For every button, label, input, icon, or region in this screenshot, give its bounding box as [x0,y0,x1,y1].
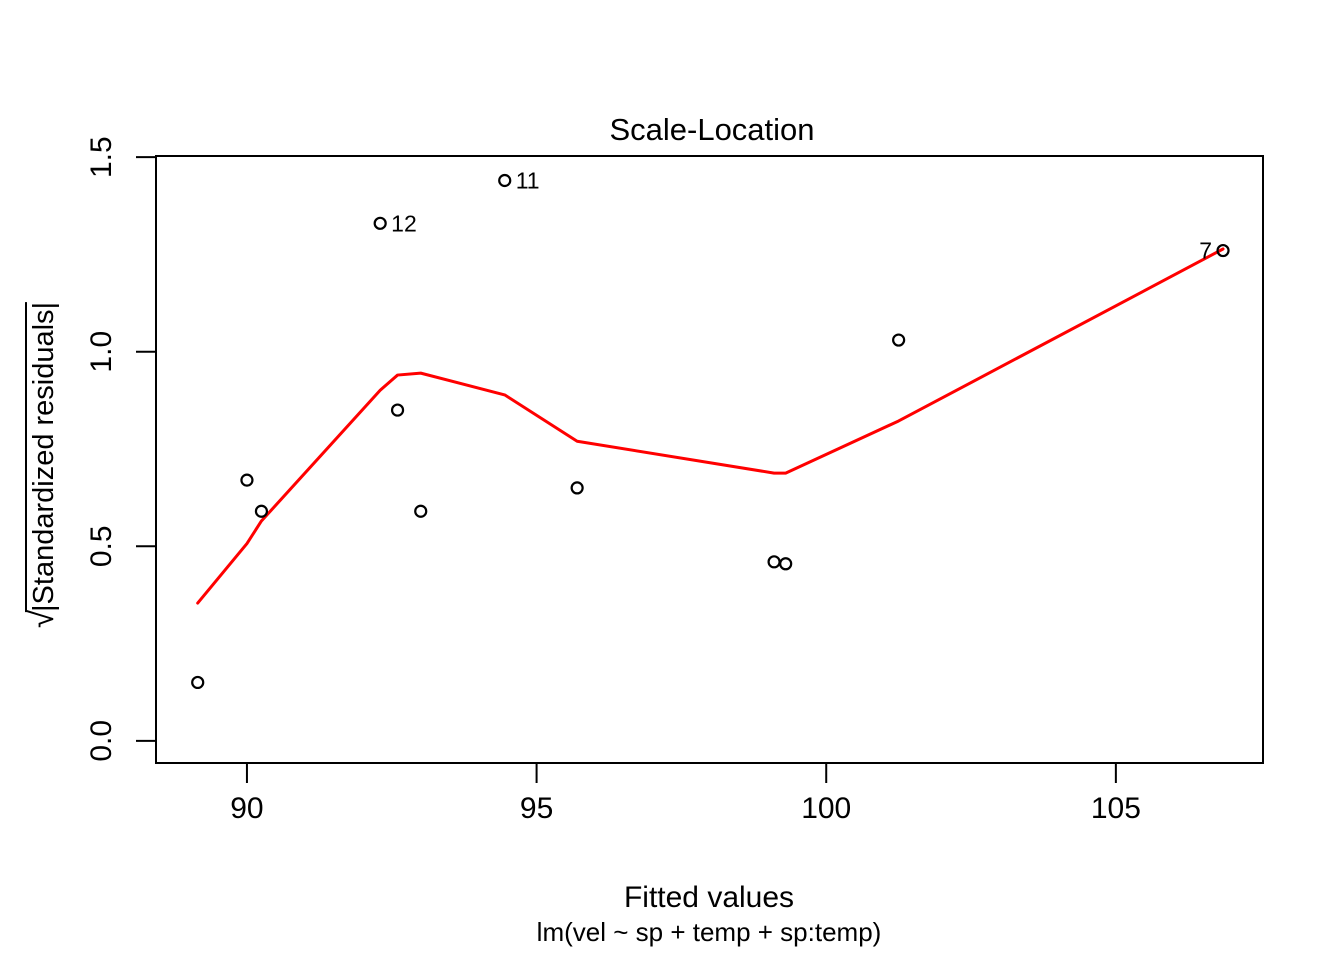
y-axis-label: √|Standardized residuals| [23,301,60,629]
data-point [373,216,387,230]
data-point [191,675,205,690]
y-axis-tick-label: 0.0 [85,720,118,762]
y-axis-tick-label: 1.5 [85,136,118,178]
point-label: 7 [1199,238,1212,264]
plot-title: Scale-Location [609,112,815,147]
data-point [570,481,584,495]
data-point [390,403,405,417]
x-axis-tick-label: 95 [520,792,553,825]
point-label: 12 [391,210,417,236]
data-point [240,473,254,487]
x-axis-tick-label: 100 [801,792,851,825]
x-axis-label: Fitted values [623,881,795,914]
data-point [414,504,428,518]
data-point [254,504,269,518]
model-formula-label: lm(vel ~ sp + temp + sp:temp) [536,917,882,947]
data-point [779,557,793,571]
smooth-line [196,247,1225,605]
point-label: 11 [516,168,540,194]
y-axis-tick-label: 0.5 [85,525,118,567]
y-axis-label-text: |Standardized residuals| [25,301,60,612]
y-axis-tick-label: 1.0 [85,331,118,373]
data-point [1216,243,1230,258]
data-point [892,333,906,347]
plot-box [155,155,1264,764]
sqrt-symbol: √ [23,611,60,629]
data-point [767,555,781,569]
data-point [498,173,512,188]
x-axis-tick-label: 105 [1091,792,1141,825]
x-axis-tick-label: 90 [230,792,263,825]
